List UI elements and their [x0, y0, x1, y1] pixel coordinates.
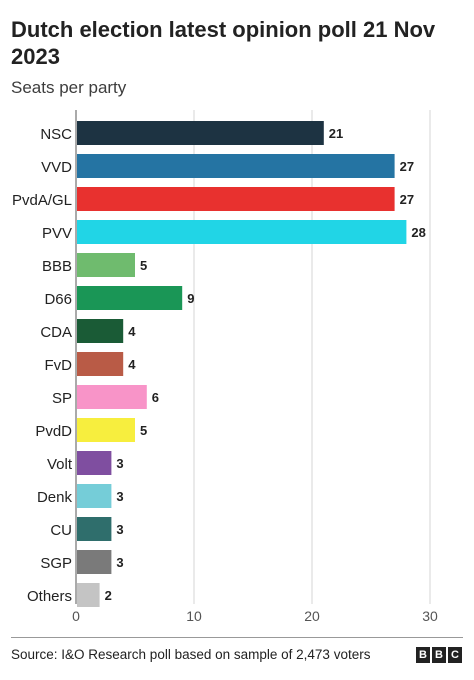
x-tick-label: 10 — [186, 608, 202, 624]
bbc-logo: B B C — [416, 647, 462, 663]
bar — [77, 583, 100, 607]
data-label: 3 — [116, 456, 123, 471]
bar — [77, 253, 135, 277]
x-tick-label: 20 — [304, 608, 320, 624]
source-note: Source: I&O Research poll based on sampl… — [11, 647, 371, 662]
bar — [77, 517, 112, 541]
data-label: 5 — [140, 258, 147, 273]
category-label: BBB — [42, 258, 72, 275]
bbc-logo-letter: B — [416, 647, 430, 663]
bar — [77, 484, 112, 508]
data-label: 21 — [329, 126, 343, 141]
data-label: 27 — [400, 159, 414, 174]
chart-title: Dutch election latest opinion poll 21 No… — [11, 17, 436, 69]
chart-subtitle: Seats per party — [11, 78, 127, 97]
bar — [77, 220, 407, 244]
footer-divider — [11, 637, 463, 638]
bar — [77, 319, 124, 343]
bar — [77, 286, 183, 310]
category-label: Denk — [37, 489, 73, 506]
category-label: PvdD — [35, 423, 72, 440]
category-label: VVD — [41, 159, 72, 176]
bar — [77, 451, 112, 475]
data-label: 5 — [140, 423, 147, 438]
bar — [77, 385, 147, 409]
bbc-logo-letter: B — [432, 647, 446, 663]
data-label: 3 — [116, 555, 123, 570]
x-tick-label: 30 — [422, 608, 438, 624]
bar — [77, 187, 395, 211]
category-label: CDA — [40, 324, 72, 341]
data-label: 4 — [128, 324, 136, 339]
data-label: 9 — [187, 291, 194, 306]
category-label: D66 — [44, 291, 72, 308]
category-label: PvdA/GL — [12, 192, 72, 209]
bar-chart: NSC 21 VVD 27 PvdA/GL 27 PVV 28 BBB 5 D66 9 CDA 4 FvD 4… — [12, 110, 438, 624]
bar — [77, 550, 112, 574]
category-label: Volt — [47, 456, 73, 473]
bar — [77, 121, 324, 145]
bar — [77, 418, 135, 442]
data-label: 3 — [116, 522, 123, 537]
bar — [77, 154, 395, 178]
category-label: NSC — [40, 126, 72, 143]
category-label: SP — [52, 390, 72, 407]
category-label: Others — [27, 588, 72, 605]
category-label: CU — [50, 522, 72, 539]
data-label: 6 — [152, 390, 159, 405]
data-label: 4 — [128, 357, 136, 372]
data-label: 3 — [116, 489, 123, 504]
category-label: PVV — [42, 225, 72, 242]
x-tick-label: 0 — [72, 608, 80, 624]
category-label: FvD — [45, 357, 73, 374]
data-label: 2 — [105, 588, 112, 603]
data-label: 27 — [400, 192, 414, 207]
bar — [77, 352, 124, 376]
data-label: 28 — [411, 225, 425, 240]
bbc-logo-letter: C — [448, 647, 462, 663]
category-label: SGP — [40, 555, 72, 572]
